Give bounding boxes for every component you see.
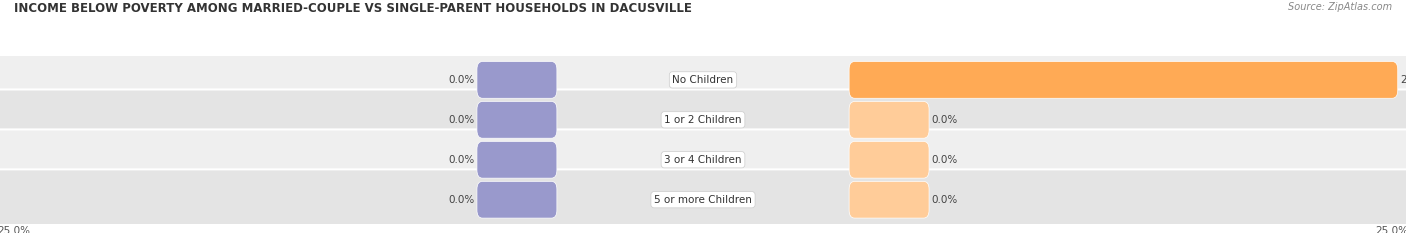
Text: 3 or 4 Children: 3 or 4 Children bbox=[664, 155, 742, 165]
FancyBboxPatch shape bbox=[849, 181, 929, 218]
Text: 0.0%: 0.0% bbox=[932, 115, 957, 125]
FancyBboxPatch shape bbox=[477, 101, 557, 138]
Text: 0.0%: 0.0% bbox=[932, 195, 957, 205]
Text: 0.0%: 0.0% bbox=[932, 155, 957, 165]
Text: 1 or 2 Children: 1 or 2 Children bbox=[664, 115, 742, 125]
FancyBboxPatch shape bbox=[0, 169, 1406, 230]
FancyBboxPatch shape bbox=[477, 181, 557, 218]
Text: No Children: No Children bbox=[672, 75, 734, 85]
FancyBboxPatch shape bbox=[849, 101, 929, 138]
Text: INCOME BELOW POVERTY AMONG MARRIED-COUPLE VS SINGLE-PARENT HOUSEHOLDS IN DACUSVI: INCOME BELOW POVERTY AMONG MARRIED-COUPL… bbox=[14, 2, 692, 15]
FancyBboxPatch shape bbox=[0, 89, 1406, 150]
FancyBboxPatch shape bbox=[477, 62, 557, 98]
FancyBboxPatch shape bbox=[0, 129, 1406, 190]
Text: 0.0%: 0.0% bbox=[449, 195, 474, 205]
Text: 0.0%: 0.0% bbox=[449, 75, 474, 85]
FancyBboxPatch shape bbox=[477, 141, 557, 178]
Text: 25.0%: 25.0% bbox=[1400, 75, 1406, 85]
Text: Source: ZipAtlas.com: Source: ZipAtlas.com bbox=[1288, 2, 1392, 12]
Text: 5 or more Children: 5 or more Children bbox=[654, 195, 752, 205]
FancyBboxPatch shape bbox=[849, 141, 929, 178]
FancyBboxPatch shape bbox=[849, 62, 1398, 98]
Text: 0.0%: 0.0% bbox=[449, 115, 474, 125]
Text: 0.0%: 0.0% bbox=[449, 155, 474, 165]
FancyBboxPatch shape bbox=[0, 50, 1406, 110]
